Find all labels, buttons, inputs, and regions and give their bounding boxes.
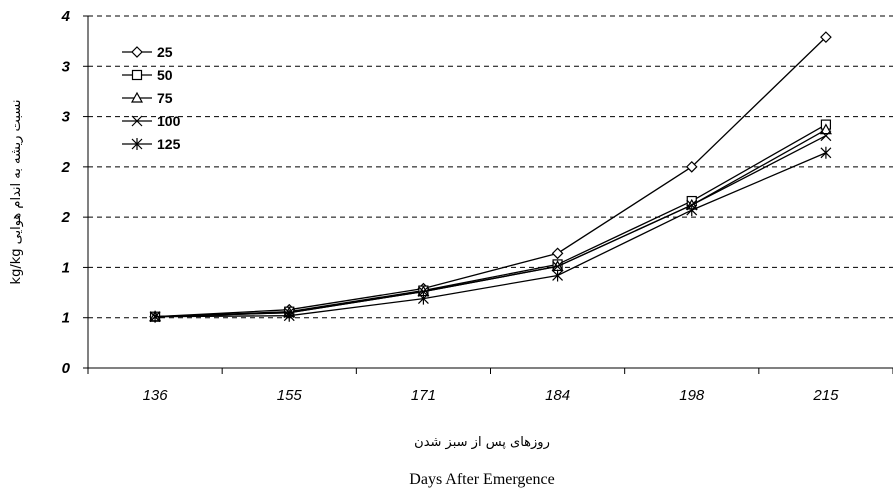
y-tick-label: 2 — [61, 159, 71, 176]
y-tick-label: 1 — [62, 259, 70, 276]
legend-label: 75 — [157, 90, 173, 106]
data-point — [149, 310, 161, 323]
series-50 — [149, 119, 832, 322]
data-point — [819, 123, 832, 135]
legend-marker — [130, 91, 144, 103]
y-tick-labels: 0 1 1 2 2 3 3 4 — [61, 8, 71, 377]
x-tick-label: 198 — [679, 387, 705, 404]
series-layer — [149, 31, 832, 323]
data-point — [417, 292, 429, 305]
x-axis-label-persian: روزهای پس از سبز شدن — [414, 435, 550, 450]
legend-item-25: 25 — [122, 44, 173, 60]
y-tick-label: 4 — [61, 8, 71, 25]
legend-label: 50 — [157, 67, 173, 83]
data-point — [820, 130, 832, 142]
legend-marker — [131, 138, 143, 150]
legend-marker — [131, 46, 143, 58]
data-point — [283, 309, 295, 322]
legend-item-125: 125 — [122, 136, 181, 152]
legend: 25 50 75 100 125 — [122, 44, 181, 152]
y-tick-label: 0 — [62, 360, 71, 377]
legend-item-100: 100 — [122, 113, 181, 129]
axes — [83, 15, 893, 374]
series-line — [155, 129, 827, 318]
x-tick-label: 171 — [411, 387, 436, 404]
legend-item-75: 75 — [122, 90, 173, 106]
y-tick-label: 1 — [62, 310, 70, 327]
series-25 — [149, 31, 832, 323]
y-tick-label: 3 — [62, 109, 71, 126]
series-125 — [149, 146, 832, 323]
legend-label: 25 — [157, 44, 173, 60]
series-line — [155, 152, 827, 318]
x-tick-label: 136 — [143, 387, 169, 404]
legend-marker — [131, 69, 143, 81]
x-tick-label: 155 — [277, 387, 303, 404]
data-point — [820, 31, 832, 43]
legend-item-50: 50 — [122, 67, 173, 83]
gridlines — [88, 15, 893, 319]
x-axis-label-english: Days After Emergence — [409, 471, 554, 488]
legend-label: 125 — [157, 136, 181, 152]
series-line — [155, 135, 827, 318]
y-tick-label: 2 — [61, 209, 71, 226]
series-line — [155, 124, 827, 318]
data-point — [820, 146, 832, 159]
data-point — [551, 247, 564, 260]
legend-marker — [131, 115, 143, 127]
data-point — [685, 161, 698, 173]
y-axis-label: kg/kg نسبت ریشه به اندام هوایی — [9, 100, 24, 285]
y-tick-label: 3 — [62, 58, 71, 75]
x-tick-label: 184 — [545, 387, 570, 404]
legend-label: 100 — [157, 113, 181, 129]
x-tick-label: 215 — [812, 387, 839, 404]
data-point — [552, 260, 564, 272]
series-75 — [149, 123, 832, 322]
data-point — [686, 204, 698, 217]
data-point — [552, 269, 564, 282]
x-tick-labels: 136 155 171 184 198 215 — [143, 387, 840, 404]
series-100 — [149, 130, 832, 323]
series-line — [155, 36, 827, 318]
